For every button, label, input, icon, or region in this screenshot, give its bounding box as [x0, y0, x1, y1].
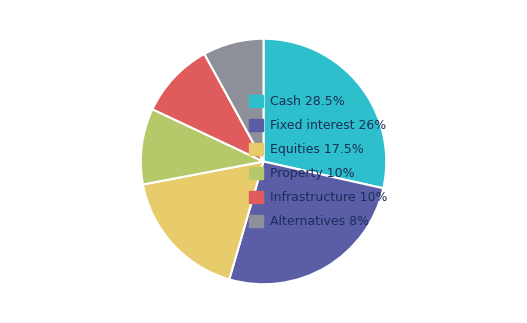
Wedge shape	[152, 54, 264, 162]
Wedge shape	[204, 39, 264, 162]
Wedge shape	[264, 39, 386, 188]
Wedge shape	[229, 162, 383, 284]
Legend: Cash 28.5%, Fixed interest 26%, Equities 17.5%, Property 10%, Infrastructure 10%: Cash 28.5%, Fixed interest 26%, Equities…	[244, 90, 393, 233]
Wedge shape	[141, 109, 264, 184]
Wedge shape	[143, 162, 264, 279]
